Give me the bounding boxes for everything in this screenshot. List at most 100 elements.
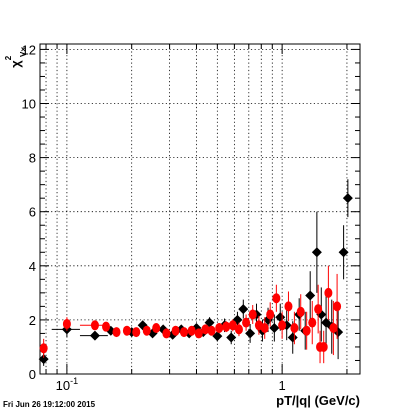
point-marker bbox=[89, 330, 100, 341]
data-point bbox=[215, 323, 224, 334]
data-point bbox=[171, 325, 180, 336]
data-point bbox=[311, 211, 322, 293]
point-marker bbox=[222, 321, 231, 332]
axis-ticks bbox=[40, 44, 360, 375]
data-point bbox=[302, 311, 311, 350]
point-marker bbox=[152, 323, 161, 334]
data-point bbox=[308, 300, 317, 345]
data-point bbox=[314, 284, 323, 334]
point-marker bbox=[266, 309, 275, 320]
point-marker bbox=[90, 320, 99, 331]
data-point bbox=[132, 327, 141, 338]
x-tick-label: 1 bbox=[279, 378, 286, 393]
data-point bbox=[187, 325, 196, 336]
data-point bbox=[212, 330, 223, 342]
point-marker bbox=[245, 328, 256, 339]
data-point bbox=[248, 305, 257, 324]
data-point bbox=[260, 317, 269, 339]
point-marker bbox=[162, 328, 171, 339]
point-marker bbox=[187, 325, 196, 336]
point-marker bbox=[275, 312, 286, 323]
data-point bbox=[39, 338, 48, 358]
point-marker bbox=[302, 325, 311, 336]
y-tick-label: 2 bbox=[29, 313, 36, 328]
data-point bbox=[152, 323, 161, 334]
data-point bbox=[180, 327, 189, 338]
data-point bbox=[319, 330, 328, 364]
y-tick-label: 6 bbox=[29, 205, 36, 220]
point-marker bbox=[39, 343, 48, 354]
data-point bbox=[142, 325, 151, 336]
data-point bbox=[329, 300, 338, 356]
data-point bbox=[338, 225, 349, 280]
data-point bbox=[284, 291, 293, 322]
point-marker bbox=[112, 327, 121, 338]
point-marker bbox=[248, 309, 257, 320]
data-point bbox=[269, 314, 280, 342]
data-marks bbox=[38, 179, 353, 366]
point-marker bbox=[338, 247, 349, 258]
point-marker bbox=[290, 323, 299, 334]
point-marker bbox=[194, 328, 203, 339]
point-marker bbox=[180, 327, 189, 338]
data-point bbox=[342, 179, 353, 218]
data-point bbox=[62, 317, 71, 331]
y-tick-label: 8 bbox=[29, 151, 36, 166]
point-marker bbox=[329, 323, 338, 334]
data-point bbox=[305, 271, 316, 320]
point-marker bbox=[142, 325, 151, 336]
y-axis-title-main: χ bbox=[8, 60, 23, 68]
data-point bbox=[333, 273, 342, 339]
data-point bbox=[238, 299, 249, 319]
point-marker bbox=[319, 341, 328, 352]
y-tick-label: 4 bbox=[29, 259, 36, 274]
data-point bbox=[234, 322, 243, 337]
point-marker bbox=[308, 317, 317, 328]
point-marker bbox=[238, 304, 249, 315]
x-tick-label: 10-1 bbox=[56, 376, 78, 393]
data-point bbox=[102, 321, 111, 332]
point-marker bbox=[228, 320, 237, 331]
data-point bbox=[290, 311, 299, 345]
data-point bbox=[162, 328, 171, 339]
data-point bbox=[207, 325, 216, 336]
point-marker bbox=[333, 301, 342, 312]
point-marker bbox=[314, 304, 323, 315]
data-point bbox=[222, 321, 231, 333]
y-tick-label: 0 bbox=[29, 367, 36, 382]
point-marker bbox=[102, 321, 111, 332]
data-point bbox=[266, 302, 275, 327]
timestamp: Fri Jun 26 19:12:00 2015 bbox=[3, 400, 96, 409]
x-axis-title: pT/|q| (GeV/c) bbox=[276, 393, 360, 408]
point-marker bbox=[226, 332, 237, 343]
data-point bbox=[228, 319, 237, 332]
data-point bbox=[245, 323, 256, 343]
y-axis-title-sup: 2 bbox=[4, 55, 13, 60]
y-axis-title-sub: V× bbox=[19, 47, 28, 57]
data-point bbox=[296, 294, 305, 330]
point-marker bbox=[38, 354, 49, 365]
point-marker bbox=[296, 306, 305, 317]
point-marker bbox=[324, 287, 333, 298]
data-point bbox=[79, 330, 108, 341]
y-axis-title: χ V× 2 bbox=[4, 47, 28, 68]
data-point bbox=[122, 325, 131, 336]
point-marker bbox=[234, 324, 243, 335]
point-marker bbox=[122, 325, 131, 336]
point-marker bbox=[272, 293, 281, 304]
point-marker bbox=[171, 325, 180, 336]
point-marker bbox=[287, 332, 298, 343]
data-point bbox=[272, 284, 281, 312]
point-marker bbox=[342, 193, 353, 204]
data-point bbox=[226, 330, 237, 345]
point-marker bbox=[132, 327, 141, 338]
point-marker bbox=[284, 301, 293, 312]
point-marker bbox=[207, 325, 216, 336]
data-point bbox=[324, 265, 333, 320]
point-marker bbox=[215, 323, 224, 334]
y-tick-label: 12 bbox=[22, 42, 36, 57]
point-marker bbox=[311, 247, 322, 258]
point-marker bbox=[278, 320, 287, 331]
data-point bbox=[112, 327, 121, 338]
